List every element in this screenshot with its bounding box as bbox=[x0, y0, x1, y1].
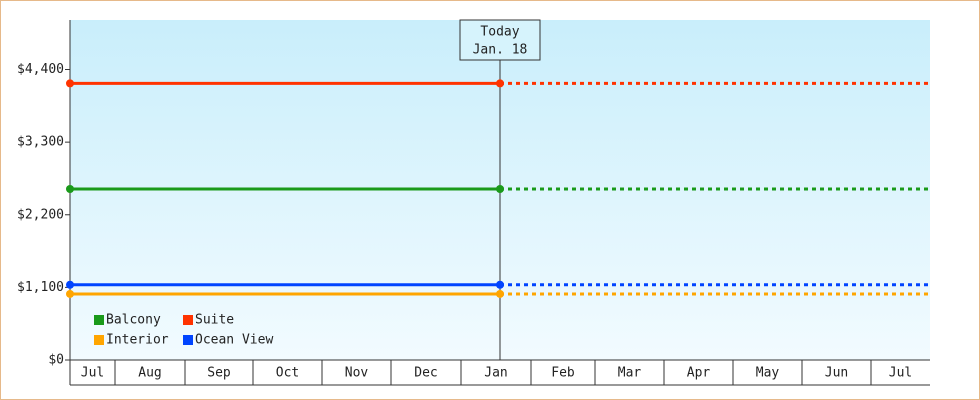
legend-swatch bbox=[94, 315, 104, 325]
point bbox=[496, 280, 504, 289]
legend-label: Suite bbox=[195, 313, 234, 328]
point bbox=[66, 79, 74, 88]
x-tick-label: Jul bbox=[889, 366, 912, 381]
point bbox=[66, 289, 74, 298]
x-tick-label: Apr bbox=[687, 366, 711, 381]
legend-swatch bbox=[94, 335, 104, 345]
x-tick-label: Jul bbox=[81, 366, 104, 381]
point bbox=[496, 185, 504, 194]
x-tick-label: Dec bbox=[414, 366, 437, 381]
today-box bbox=[459, 19, 541, 61]
legend-label: Balcony bbox=[106, 313, 161, 328]
today-title: Today bbox=[480, 25, 519, 40]
point bbox=[66, 280, 74, 289]
x-tick-label: Jun bbox=[825, 366, 848, 381]
legend-swatch bbox=[183, 315, 193, 325]
y-tick-label: $1,100 bbox=[17, 280, 64, 295]
y-tick-label: $4,400 bbox=[17, 62, 64, 77]
x-tick-label: Mar bbox=[618, 366, 642, 381]
point bbox=[496, 79, 504, 88]
y-tick-label: $2,200 bbox=[17, 207, 64, 222]
legend-label: Interior bbox=[106, 333, 169, 348]
x-tick-label: Jan bbox=[484, 366, 507, 381]
point bbox=[66, 185, 74, 194]
y-tick-label: $0 bbox=[48, 353, 64, 368]
x-tick-label: Oct bbox=[276, 366, 299, 381]
x-tick-label: Sep bbox=[207, 366, 231, 381]
legend-swatch bbox=[183, 335, 193, 345]
point bbox=[496, 289, 504, 298]
x-tick-label: May bbox=[756, 366, 780, 381]
x-tick-label: Aug bbox=[138, 366, 161, 381]
y-tick-label: $3,300 bbox=[17, 135, 64, 150]
legend-label: Ocean View bbox=[195, 333, 273, 348]
x-tick-label: Feb bbox=[551, 366, 575, 381]
today-date: Jan. 18 bbox=[473, 43, 528, 58]
x-tick-label: Nov bbox=[345, 366, 369, 381]
